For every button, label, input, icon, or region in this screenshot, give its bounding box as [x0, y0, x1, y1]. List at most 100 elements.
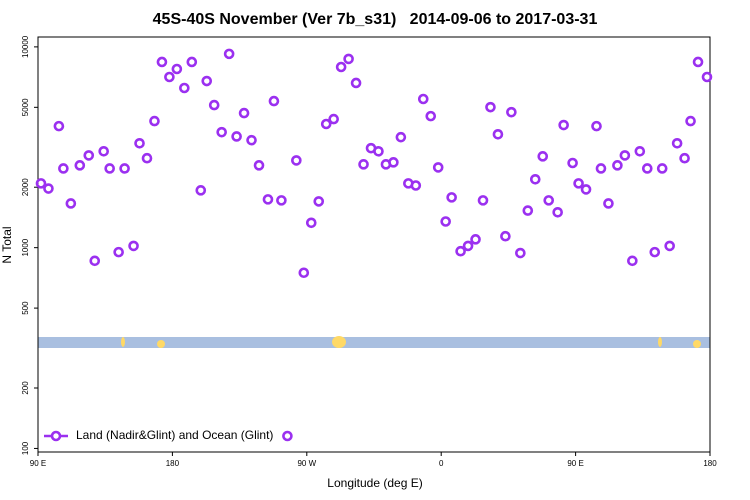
point [558, 119, 569, 131]
point [195, 185, 207, 196]
point [298, 267, 310, 279]
point [104, 163, 115, 174]
y-tick-label: 1000 [21, 238, 30, 256]
point [141, 152, 153, 164]
point [223, 48, 235, 60]
point [343, 53, 354, 65]
point [656, 163, 668, 174]
point [664, 240, 675, 252]
point [238, 107, 250, 119]
point [679, 152, 690, 164]
point [201, 75, 213, 87]
point [89, 255, 101, 267]
point [186, 56, 198, 68]
plot-frame [37, 36, 711, 453]
point [291, 155, 302, 166]
y-tick-label: 500 [21, 301, 30, 315]
point [231, 131, 242, 142]
point [58, 163, 69, 174]
point [634, 145, 646, 157]
legend: Land (Nadir&Glint) and Ocean (Glint) [44, 428, 293, 442]
point [595, 163, 607, 174]
point [455, 245, 466, 257]
point [470, 234, 481, 245]
y-tick-label: 10000 [21, 35, 30, 58]
point [671, 137, 683, 149]
point [128, 240, 139, 252]
land-patch [332, 336, 346, 348]
point [98, 145, 110, 157]
point [305, 217, 317, 229]
point [43, 183, 54, 194]
x-tick-label: 90 E [567, 459, 583, 468]
point [216, 126, 227, 138]
point [627, 255, 638, 267]
point [641, 163, 653, 174]
y-tick-label: 200 [21, 381, 30, 395]
point [179, 82, 190, 94]
point [113, 246, 124, 258]
y-axis-label: N Total [0, 226, 14, 263]
point [603, 198, 614, 209]
point [692, 56, 704, 68]
legend-marker [50, 430, 62, 442]
point [276, 195, 287, 206]
point [567, 157, 578, 169]
point [373, 145, 384, 157]
point [74, 160, 86, 171]
point [685, 115, 696, 127]
point [328, 113, 339, 125]
point [425, 110, 437, 122]
legend-marker [282, 430, 293, 442]
point [529, 174, 541, 185]
point [440, 216, 451, 227]
point [268, 95, 280, 107]
point [156, 56, 168, 68]
point [335, 61, 347, 73]
point [701, 71, 713, 83]
point [506, 106, 517, 118]
point [612, 160, 623, 171]
land-ocean-strip [38, 336, 710, 348]
point [432, 162, 444, 173]
point [515, 247, 526, 259]
point [134, 137, 145, 149]
point [358, 159, 369, 170]
land-patch [157, 340, 165, 348]
point [500, 230, 511, 242]
point [462, 240, 474, 252]
legend-label: Land (Nadir&Glint) and Ocean (Glint) [76, 428, 273, 442]
x-tick-label: 180 [166, 459, 180, 468]
point [53, 120, 65, 132]
point [619, 150, 631, 161]
land-patch [658, 337, 662, 347]
x-tick-label: 0 [439, 459, 444, 468]
point [552, 207, 563, 218]
point [446, 192, 457, 203]
point [171, 63, 183, 75]
ocean-band [38, 337, 710, 348]
x-tick-label: 90 W [297, 459, 316, 468]
y-tick-label: 100 [21, 441, 30, 455]
point [350, 77, 362, 89]
point [537, 151, 549, 162]
point [649, 246, 661, 258]
point [313, 196, 325, 207]
point [417, 93, 429, 105]
point [591, 120, 602, 132]
point [83, 150, 95, 161]
point [262, 194, 274, 205]
chart-title: 45S-40S November (Ver 7b_s31) 2014-09-06… [153, 11, 598, 28]
point [477, 195, 489, 206]
point [164, 71, 175, 83]
point [573, 178, 584, 189]
point [65, 198, 77, 209]
point [320, 118, 332, 130]
point [149, 115, 160, 127]
land-patch [121, 337, 125, 347]
point [485, 101, 496, 113]
x-tick-label: 180 [703, 459, 717, 468]
land-patch [693, 340, 701, 348]
